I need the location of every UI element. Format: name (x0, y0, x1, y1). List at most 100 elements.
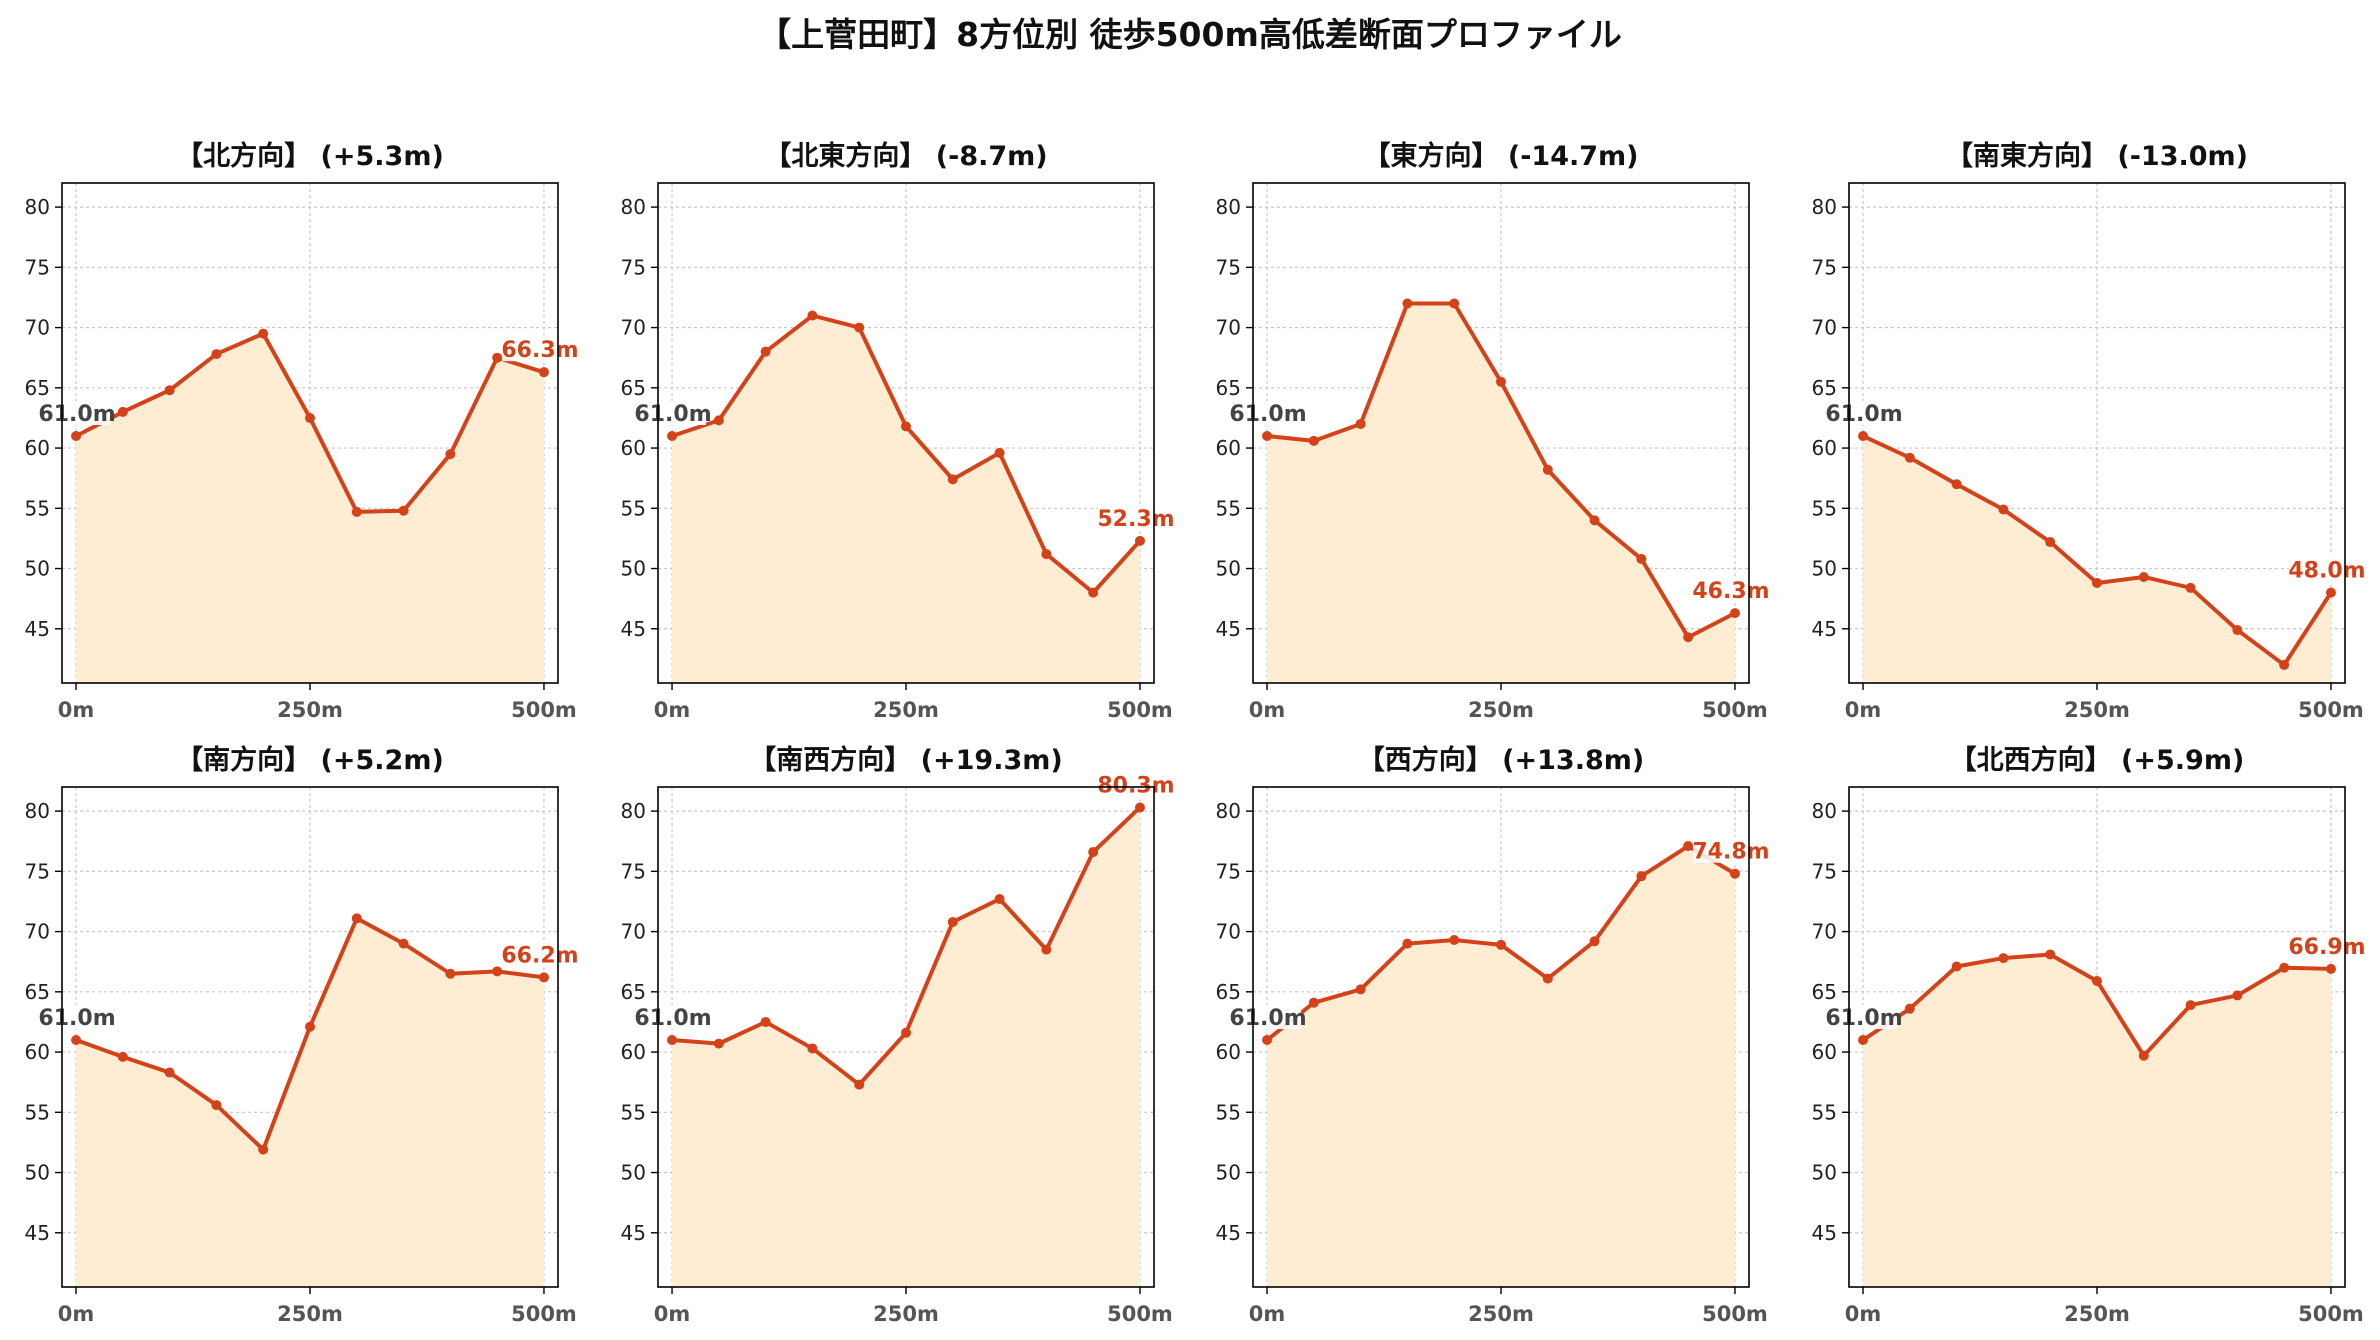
data-point (1683, 841, 1694, 852)
data-point (947, 474, 958, 485)
chart-panel-5: 【南西方向】 (+19.3m) 61.0m 80.3m 45 50 55 60 65 70 75 8… (621, 744, 1182, 1326)
y-tick-label: 75 (1216, 859, 1241, 883)
y-tick-label: 55 (1812, 1100, 1837, 1124)
y-tick-label: 75 (621, 859, 646, 883)
data-point (1041, 944, 1052, 955)
end-label: 46.3m (1692, 579, 1769, 604)
y-tick-label: 50 (1812, 557, 1837, 581)
data-point (1308, 435, 1319, 446)
data-point (1402, 298, 1413, 309)
y-tick-label: 55 (621, 1100, 646, 1124)
y-tick-label: 45 (1812, 617, 1837, 641)
data-point (1355, 418, 1366, 429)
y-tick-label: 60 (1812, 436, 1837, 460)
x-tick-label: 0m (654, 1302, 691, 1326)
figure-title: 【上菅田町】8方位別 徒歩500m高低差断面プロファイル (758, 15, 1622, 54)
data-point (667, 1035, 678, 1046)
area-fill (76, 333, 544, 683)
area-fill (76, 918, 544, 1287)
data-point (164, 1067, 175, 1078)
start-label: 61.0m (1825, 1006, 1902, 1031)
data-point (445, 968, 456, 979)
y-tick-label: 55 (1216, 1100, 1241, 1124)
y-tick-label: 45 (25, 1221, 50, 1245)
y-tick-label: 70 (1812, 920, 1837, 944)
data-point (1951, 961, 1962, 972)
end-label-bg (1097, 503, 1182, 530)
data-point (1636, 553, 1647, 564)
start-label-bg (636, 1005, 707, 1030)
data-point (351, 913, 362, 924)
data-point (1088, 587, 1099, 598)
start-label-bg (1827, 401, 1898, 426)
chart-panel-0: 【北方向】 (+5.3m) 61.0m 66.3m 45 50 55 60 65 70 75 80 0… (25, 140, 586, 722)
start-label-bg (1231, 1005, 1302, 1030)
y-tick-label: 70 (621, 316, 646, 340)
y-tick-label: 60 (25, 436, 50, 460)
data-point (2279, 659, 2290, 670)
data-point (305, 1021, 315, 1032)
chart-title: 【南西方向】 (+19.3m) (749, 744, 1062, 776)
data-point (760, 346, 771, 357)
area-fill (672, 807, 1140, 1287)
chart-title: 【南方向】 (+5.2m) (176, 744, 444, 776)
y-tick-label: 45 (1216, 617, 1241, 641)
y-tick-label: 65 (1812, 376, 1837, 400)
y-tick-label: 75 (1216, 255, 1241, 279)
data-point (1262, 431, 1273, 442)
data-point (1729, 608, 1740, 619)
y-tick-label: 55 (25, 496, 50, 520)
data-point (71, 431, 82, 442)
y-tick-label: 80 (25, 195, 50, 219)
end-label: 74.8m (1692, 840, 1769, 865)
y-tick-label: 75 (1812, 859, 1837, 883)
chart-title: 【北東方向】 (-8.7m) (764, 140, 1047, 172)
start-label-bg (1231, 401, 1302, 426)
data-point (398, 938, 409, 949)
area-fill (1267, 303, 1735, 683)
y-tick-label: 60 (621, 436, 646, 460)
start-label: 61.0m (634, 1006, 711, 1031)
x-tick-label: 250m (2064, 698, 2130, 722)
data-point (1308, 997, 1319, 1008)
chart-panel-1: 【北東方向】 (-8.7m) 61.0m 52.3m 45 50 55 60 65 70 75 80… (621, 140, 1182, 722)
data-point (398, 505, 409, 516)
data-point (2325, 963, 2336, 974)
data-point (1449, 298, 1460, 309)
chart-title: 【南東方向】 (-13.0m) (1946, 140, 2248, 172)
x-tick-label: 0m (1845, 698, 1882, 722)
start-label-bg (1827, 1005, 1898, 1030)
data-point (994, 894, 1005, 905)
data-point (305, 412, 315, 423)
data-point (1496, 376, 1506, 387)
area-fill (1863, 954, 2331, 1287)
start-label: 61.0m (38, 1006, 115, 1031)
y-tick-label: 50 (1216, 1161, 1241, 1185)
y-tick-label: 80 (1812, 799, 1837, 823)
data-point (1355, 984, 1366, 995)
y-tick-label: 80 (25, 799, 50, 823)
y-tick-label: 50 (621, 1161, 646, 1185)
data-point (1683, 632, 1694, 643)
data-point (1636, 871, 1647, 882)
data-point (947, 916, 958, 927)
y-tick-label: 45 (1216, 1221, 1241, 1245)
x-tick-label: 0m (58, 1302, 95, 1326)
y-tick-label: 50 (1216, 557, 1241, 581)
data-point (1134, 535, 1145, 546)
y-tick-label: 80 (621, 799, 646, 823)
x-tick-label: 0m (58, 698, 95, 722)
y-tick-label: 75 (25, 859, 50, 883)
end-label-bg (501, 940, 586, 967)
data-point (901, 421, 911, 432)
data-point (1542, 464, 1553, 475)
data-point (2279, 962, 2290, 973)
data-point (492, 352, 503, 363)
data-point (807, 310, 818, 321)
data-point (854, 322, 865, 333)
data-point (2092, 975, 2102, 986)
x-tick-label: 500m (511, 698, 577, 722)
data-point (1262, 1035, 1273, 1046)
y-tick-label: 60 (621, 1040, 646, 1064)
y-tick-label: 65 (1812, 980, 1837, 1004)
